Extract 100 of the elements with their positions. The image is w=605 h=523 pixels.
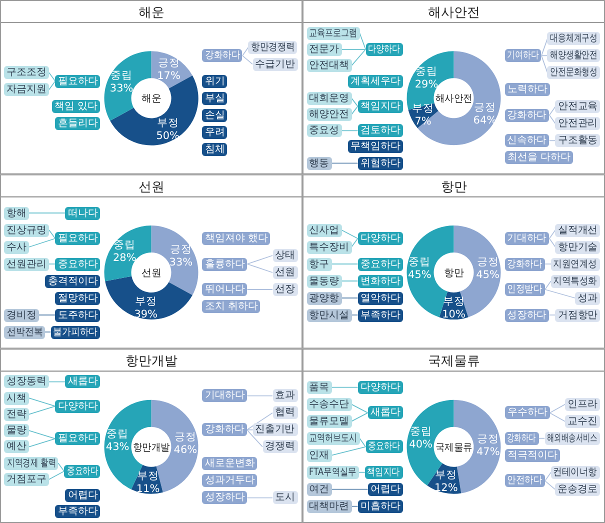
text: 충격적이다: [48, 276, 98, 286]
text: 항만시설: [309, 308, 349, 322]
text: 성과거두다: [204, 475, 255, 486]
slice-label: 부정: [137, 470, 160, 482]
text: 지역특성화: [553, 274, 598, 288]
slice-label: 긍정: [476, 256, 499, 268]
data-label: 46%: [174, 444, 198, 456]
data-label: 50%: [156, 130, 180, 142]
text: 다양하다: [368, 44, 400, 55]
data-label: 7%: [414, 116, 432, 128]
text: 무책임하다: [350, 141, 400, 152]
text: 선원: [138, 180, 164, 195]
text: 위험하다: [360, 158, 400, 169]
text: 어렵다: [68, 490, 98, 502]
data-label: 43%: [106, 440, 130, 453]
text: 물류모델: [309, 414, 349, 428]
text: 안전하다: [507, 475, 542, 486]
text: 교육프로그램: [309, 26, 358, 40]
chart-title: 국제물류: [428, 354, 480, 370]
slice-label: 부정: [156, 117, 179, 130]
text: 선장: [275, 283, 295, 296]
text: 전문가: [309, 42, 339, 56]
text: 노력하다: [507, 84, 548, 96]
text: 신속하다: [507, 135, 547, 146]
text: 성장동력: [6, 375, 46, 388]
text: 강화하다: [507, 258, 542, 270]
text: 어렵다: [370, 484, 400, 495]
slice-label: 중립: [415, 66, 438, 78]
data-label: 45%: [408, 268, 432, 281]
text: 훌륭하다: [204, 258, 245, 270]
text: 해양생활안전: [550, 49, 598, 62]
data-label: 47%: [476, 446, 500, 458]
data-label: 45%: [476, 268, 500, 281]
text: 도시: [275, 491, 295, 504]
text: 대책마련: [309, 500, 349, 513]
text: 최선을 다하다: [507, 152, 570, 164]
text: 수사: [6, 240, 26, 254]
text: 중요하다: [368, 441, 400, 452]
text: 새롭다: [370, 407, 400, 418]
text: 대회운영: [309, 92, 349, 105]
donut-slice: [105, 276, 192, 320]
text: 진상규명: [6, 224, 46, 236]
text: 거점포구: [6, 472, 46, 486]
text: 인재: [309, 448, 329, 462]
text: 자금지원: [6, 83, 46, 96]
data-label: 39%: [134, 308, 158, 320]
text: 여건: [309, 482, 329, 496]
text: 성장하다: [204, 492, 245, 504]
text: 컨테이너항: [553, 466, 598, 479]
text: 불가피하다: [53, 326, 98, 338]
text: 교역허브도시: [309, 432, 358, 445]
slice-label: 긍정: [158, 57, 180, 70]
data-label: 40%: [409, 438, 432, 450]
text: 열악하다: [360, 292, 400, 304]
text: 물동량: [309, 274, 339, 288]
text: 필요하다: [58, 433, 98, 444]
text: 지원연계성: [553, 258, 598, 270]
chart-title: 선원: [275, 267, 295, 278]
text: 떠나다: [68, 208, 98, 218]
text: 절망하다: [58, 292, 98, 304]
text: 흔들리다: [58, 118, 98, 130]
text: 해외배송서비스: [547, 432, 598, 445]
text: 상태: [275, 249, 295, 262]
text: 항만기술: [558, 240, 598, 254]
text: 항만개발: [125, 354, 178, 370]
text: 책임지다: [367, 466, 400, 478]
slice-label: 긍정: [170, 244, 192, 256]
chart-title: 항만개발: [132, 442, 173, 454]
text: 해사안전: [435, 94, 476, 105]
text: 운송경로: [558, 482, 598, 496]
text: 인정받다: [507, 284, 542, 295]
text: 검토하다: [360, 125, 400, 136]
chart-title: 해사안전: [428, 6, 480, 21]
legend-label: 중립: [408, 256, 431, 268]
text: 성장하다: [507, 310, 547, 320]
text: 필요하다: [58, 76, 98, 87]
text: 진출기반: [255, 423, 295, 436]
text: 강화하다: [204, 50, 240, 62]
text: 미흡하다: [360, 500, 400, 512]
text: 해양안전: [309, 108, 349, 121]
text: 항해: [6, 206, 26, 220]
text: 효과: [275, 389, 295, 402]
text: 품목: [309, 380, 329, 394]
data-label: 28%: [112, 252, 136, 264]
text: 다양하다: [360, 382, 400, 393]
data-label: 17%: [157, 70, 180, 82]
text: 지역경제 활력: [6, 456, 56, 470]
text: 중요하다: [360, 258, 400, 270]
text: 부실: [204, 92, 225, 104]
data-label: 29%: [414, 78, 438, 91]
text: 기대하다: [204, 390, 245, 402]
text: 적극적이다: [507, 450, 558, 461]
slice-label: 부정: [442, 296, 465, 308]
data-label: 33%: [110, 82, 134, 94]
text: 예산: [6, 440, 26, 454]
text: 강화하다: [507, 110, 547, 121]
text: 중요하다: [58, 258, 98, 270]
slice-label: 중립: [114, 239, 136, 252]
text: 인프라: [568, 398, 598, 411]
text: 책임 있다: [54, 101, 98, 112]
